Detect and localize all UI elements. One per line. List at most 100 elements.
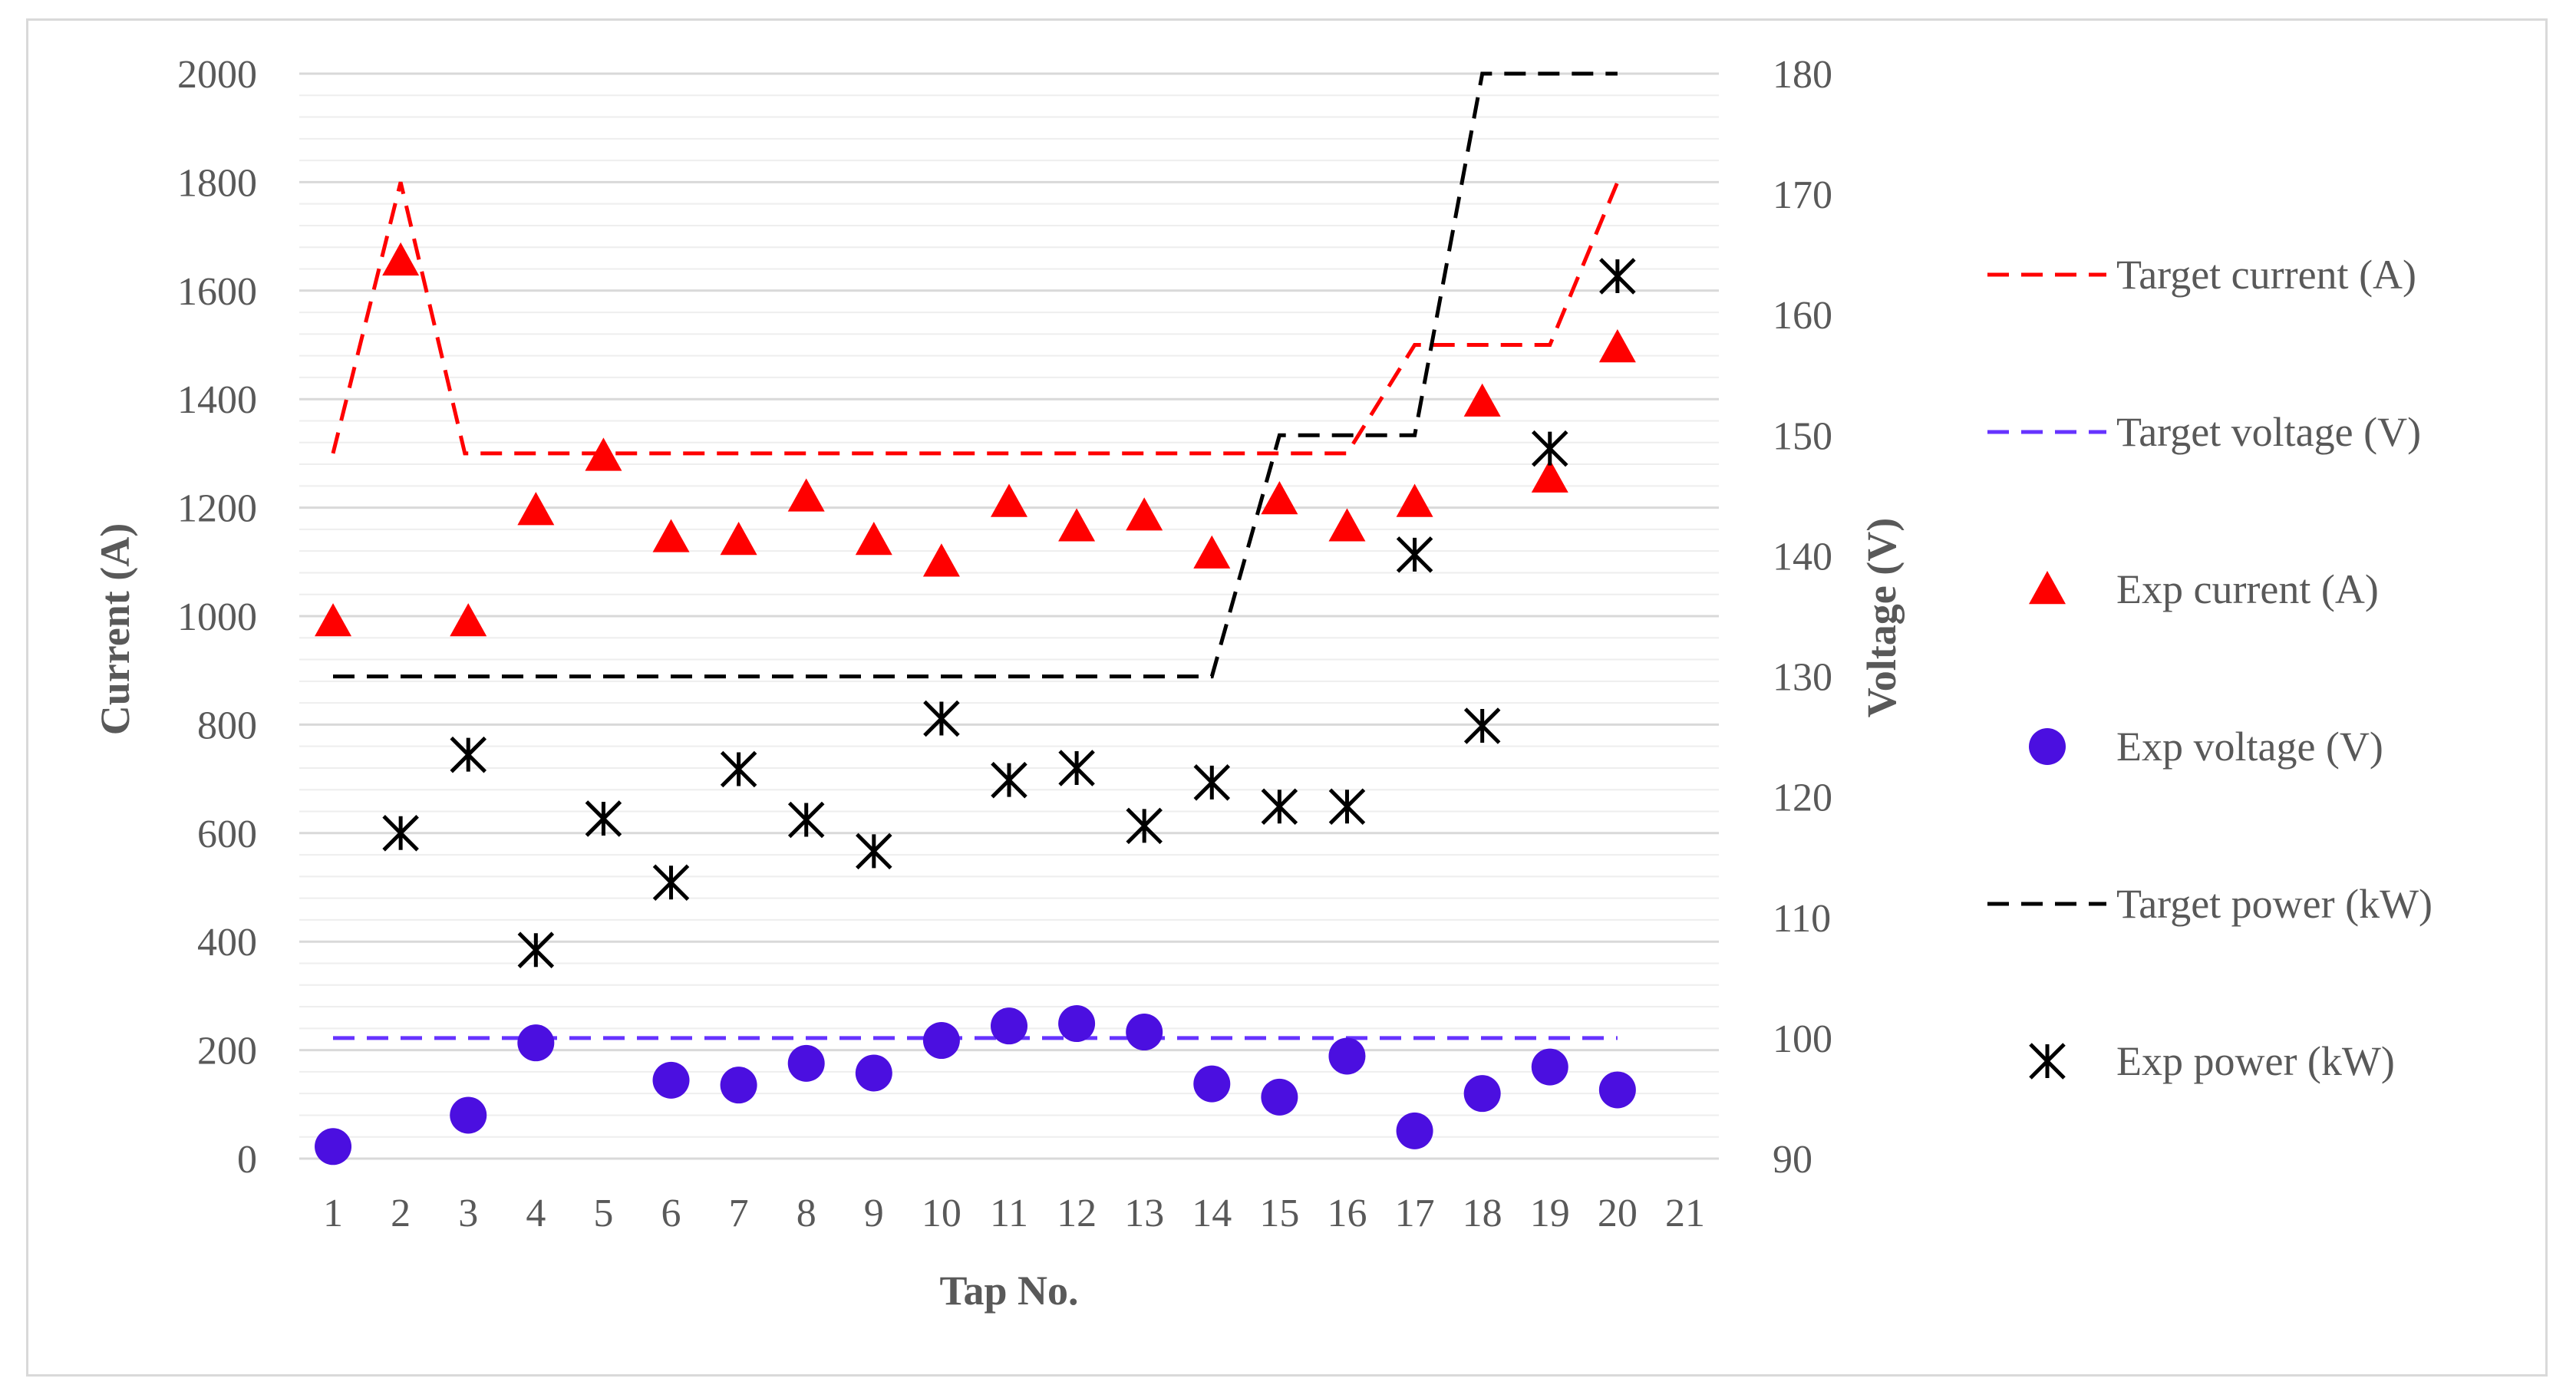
y2-tick-label: 160 — [1773, 294, 1832, 338]
y-tick-label: 800 — [197, 704, 257, 747]
legend-item: Exp voltage (V) — [2029, 724, 2383, 770]
x-tick-label: 13 — [1124, 1192, 1164, 1235]
data-point — [855, 522, 892, 556]
data-point — [450, 603, 487, 637]
data-point — [1126, 1014, 1163, 1051]
data-point — [1396, 536, 1433, 573]
legend: Target current (A) Target voltage (V) Exp … — [1987, 252, 2433, 1084]
y2-tick-label: 120 — [1773, 776, 1832, 820]
legend-label: Exp current (A) — [2116, 566, 2379, 612]
data-point — [1058, 508, 1096, 542]
data-point — [1261, 1078, 1298, 1116]
y2-tick-label: 100 — [1773, 1017, 1832, 1061]
series-line — [333, 71, 1618, 679]
series-exp-power-kw — [382, 258, 1636, 968]
data-point — [1598, 1071, 1636, 1109]
y-tick-label: 200 — [197, 1030, 257, 1073]
x-tick-label: 7 — [729, 1192, 749, 1235]
y2-tick-label: 90 — [1773, 1138, 1812, 1182]
data-point — [1599, 258, 1636, 295]
x-tick-label: 18 — [1463, 1192, 1502, 1235]
y-tick-label: 600 — [197, 813, 257, 856]
data-point — [720, 522, 757, 556]
data-point — [1531, 459, 1568, 493]
data-point — [991, 1007, 1027, 1045]
x-tick-label: 14 — [1192, 1192, 1232, 1235]
data-point — [450, 736, 487, 773]
y2-tick-label: 150 — [1773, 414, 1832, 458]
y-axis-left-ticks: 0 200 400 600 800 1000 1200 1400 1600 1800 2000 — [177, 53, 257, 1182]
x-tick-label: 3 — [458, 1192, 478, 1235]
legend-item: Exp current (A) — [2029, 566, 2379, 612]
y-tick-label: 0 — [237, 1138, 257, 1182]
data-point — [922, 1022, 960, 1060]
series-layer — [315, 71, 1636, 1166]
legend-item: Target power (kW) — [1987, 881, 2433, 927]
y-tick-label: 2000 — [177, 53, 257, 97]
data-point — [1126, 807, 1163, 845]
data-point — [517, 1024, 555, 1062]
data-point — [1261, 480, 1298, 515]
x-tick-label: 11 — [990, 1192, 1028, 1235]
data-point — [1261, 788, 1298, 826]
x-tick-label: 9 — [864, 1192, 884, 1235]
data-point — [1531, 1048, 1568, 1086]
data-point — [1126, 497, 1163, 531]
chart-frame — [26, 18, 2548, 1377]
data-point — [1058, 1005, 1096, 1043]
x-tick-label: 15 — [1259, 1192, 1299, 1235]
y-tick-label: 1400 — [177, 378, 257, 422]
data-point — [991, 761, 1027, 799]
data-point — [585, 437, 622, 471]
y2-tick-label: 170 — [1773, 173, 1832, 217]
legend-label: Target current (A) — [2116, 252, 2416, 298]
legend-swatch — [2029, 728, 2066, 765]
y-tick-label: 1800 — [177, 161, 257, 205]
x-axis-ticks: 1 2 3 4 5 6 7 8 9 10 11 12 13 14 15 16 17 18 19 20 21 — [323, 1192, 1705, 1235]
series-target-current-a — [331, 181, 1620, 456]
legend-label: Exp power (kW) — [2116, 1038, 2395, 1084]
y-tick-label: 400 — [197, 921, 257, 964]
data-point — [517, 492, 555, 526]
data-point — [855, 1054, 892, 1092]
x-tick-label: 12 — [1057, 1192, 1097, 1235]
data-point — [1328, 788, 1366, 826]
legend-swatch — [2029, 571, 2066, 605]
x-tick-label: 5 — [593, 1192, 613, 1235]
series-line — [331, 181, 1620, 456]
data-point — [1193, 764, 1231, 801]
x-tick-label: 6 — [661, 1192, 681, 1235]
y-axis-left-title: Current (A) — [92, 523, 138, 735]
data-point — [1396, 1112, 1433, 1149]
data-point — [720, 750, 757, 788]
x-tick-label: 2 — [391, 1192, 411, 1235]
data-point — [315, 1128, 352, 1166]
data-point — [1328, 1037, 1366, 1075]
data-point — [856, 833, 892, 870]
x-tick-label: 20 — [1598, 1192, 1638, 1235]
data-point — [315, 603, 352, 637]
x-tick-label: 21 — [1665, 1192, 1705, 1235]
legend-label: Target power (kW) — [2116, 881, 2433, 927]
legend-item: Target current (A) — [1987, 252, 2416, 298]
data-point — [922, 543, 960, 577]
data-point — [585, 800, 622, 837]
y2-tick-label: 180 — [1773, 53, 1832, 97]
data-point — [1328, 508, 1366, 542]
series-target-power-kw — [333, 71, 1618, 679]
y-tick-label: 1200 — [177, 487, 257, 531]
data-point — [652, 864, 690, 901]
data-point — [991, 483, 1027, 517]
y2-tick-label: 130 — [1773, 656, 1832, 700]
data-point — [1193, 535, 1231, 569]
data-point — [1598, 329, 1636, 363]
x-tick-label: 10 — [922, 1192, 961, 1235]
data-point — [720, 1067, 757, 1104]
data-point — [1463, 383, 1501, 417]
gridlines — [299, 72, 1719, 1160]
legend-label: Exp voltage (V) — [2116, 724, 2383, 770]
y-tick-label: 1000 — [177, 595, 257, 639]
data-point — [517, 931, 555, 968]
data-point — [1058, 750, 1095, 786]
